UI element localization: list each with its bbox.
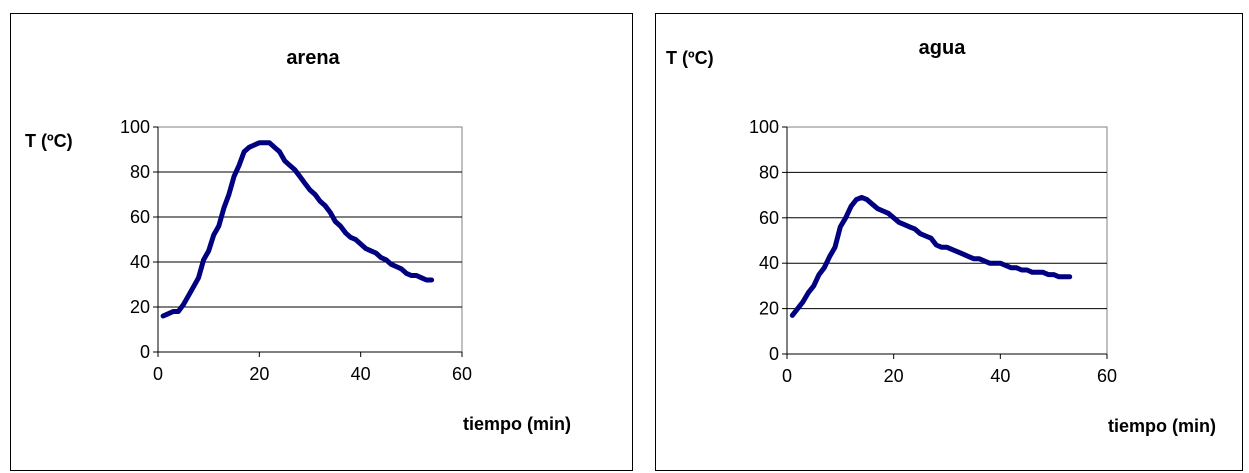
x-axis-label: tiempo (min) bbox=[463, 414, 571, 434]
y-tick-label: 40 bbox=[130, 252, 150, 272]
x-tick-label: 20 bbox=[249, 364, 269, 384]
y-tick-label: 0 bbox=[769, 344, 779, 364]
x-tick-label: 0 bbox=[782, 366, 792, 386]
x-tick-label: 0 bbox=[153, 364, 163, 384]
y-tick-label: 80 bbox=[130, 162, 150, 182]
chart-panel-arena: 0 20 40 60 80 100 0 20 40 60 arena T (ºC) tiempo (mi… bbox=[10, 13, 633, 471]
y-tick-label: 40 bbox=[759, 253, 779, 273]
chart-title: agua bbox=[919, 37, 967, 59]
y-tick-label: 100 bbox=[120, 117, 150, 137]
x-tick-label: 20 bbox=[884, 366, 904, 386]
plot-area bbox=[157, 126, 463, 353]
x-tick-label: 60 bbox=[1097, 366, 1117, 386]
y-axis-label: T (ºC) bbox=[25, 131, 73, 151]
y-tick-label: 100 bbox=[749, 117, 779, 137]
x-tick-label: 40 bbox=[351, 364, 371, 384]
chart-agua: 0 20 40 60 80 100 0 20 40 60 agua T (ºC) tiempo (min… bbox=[666, 37, 1216, 436]
x-tick-label: 40 bbox=[990, 366, 1010, 386]
y-tick-label: 20 bbox=[759, 299, 779, 319]
y-tick-label: 0 bbox=[140, 342, 150, 362]
x-axis-label: tiempo (min) bbox=[1108, 416, 1216, 436]
y-tick-label: 60 bbox=[130, 207, 150, 227]
chart-panel-agua: 0 20 40 60 80 100 0 20 40 60 agua T (ºC) tiempo (min… bbox=[655, 13, 1243, 471]
series-line bbox=[160, 140, 435, 319]
chart-arena: 0 20 40 60 80 100 0 20 40 60 arena T (ºC) tiempo (mi… bbox=[25, 47, 571, 434]
y-tick-label: 80 bbox=[759, 162, 779, 182]
x-tick-label: 60 bbox=[452, 364, 472, 384]
series-line bbox=[789, 194, 1073, 318]
y-axis-label: T (ºC) bbox=[666, 48, 714, 68]
y-tick-label: 60 bbox=[759, 208, 779, 228]
y-tick-label: 20 bbox=[130, 297, 150, 317]
chart-title: arena bbox=[286, 47, 340, 69]
plot-area bbox=[786, 126, 1108, 355]
